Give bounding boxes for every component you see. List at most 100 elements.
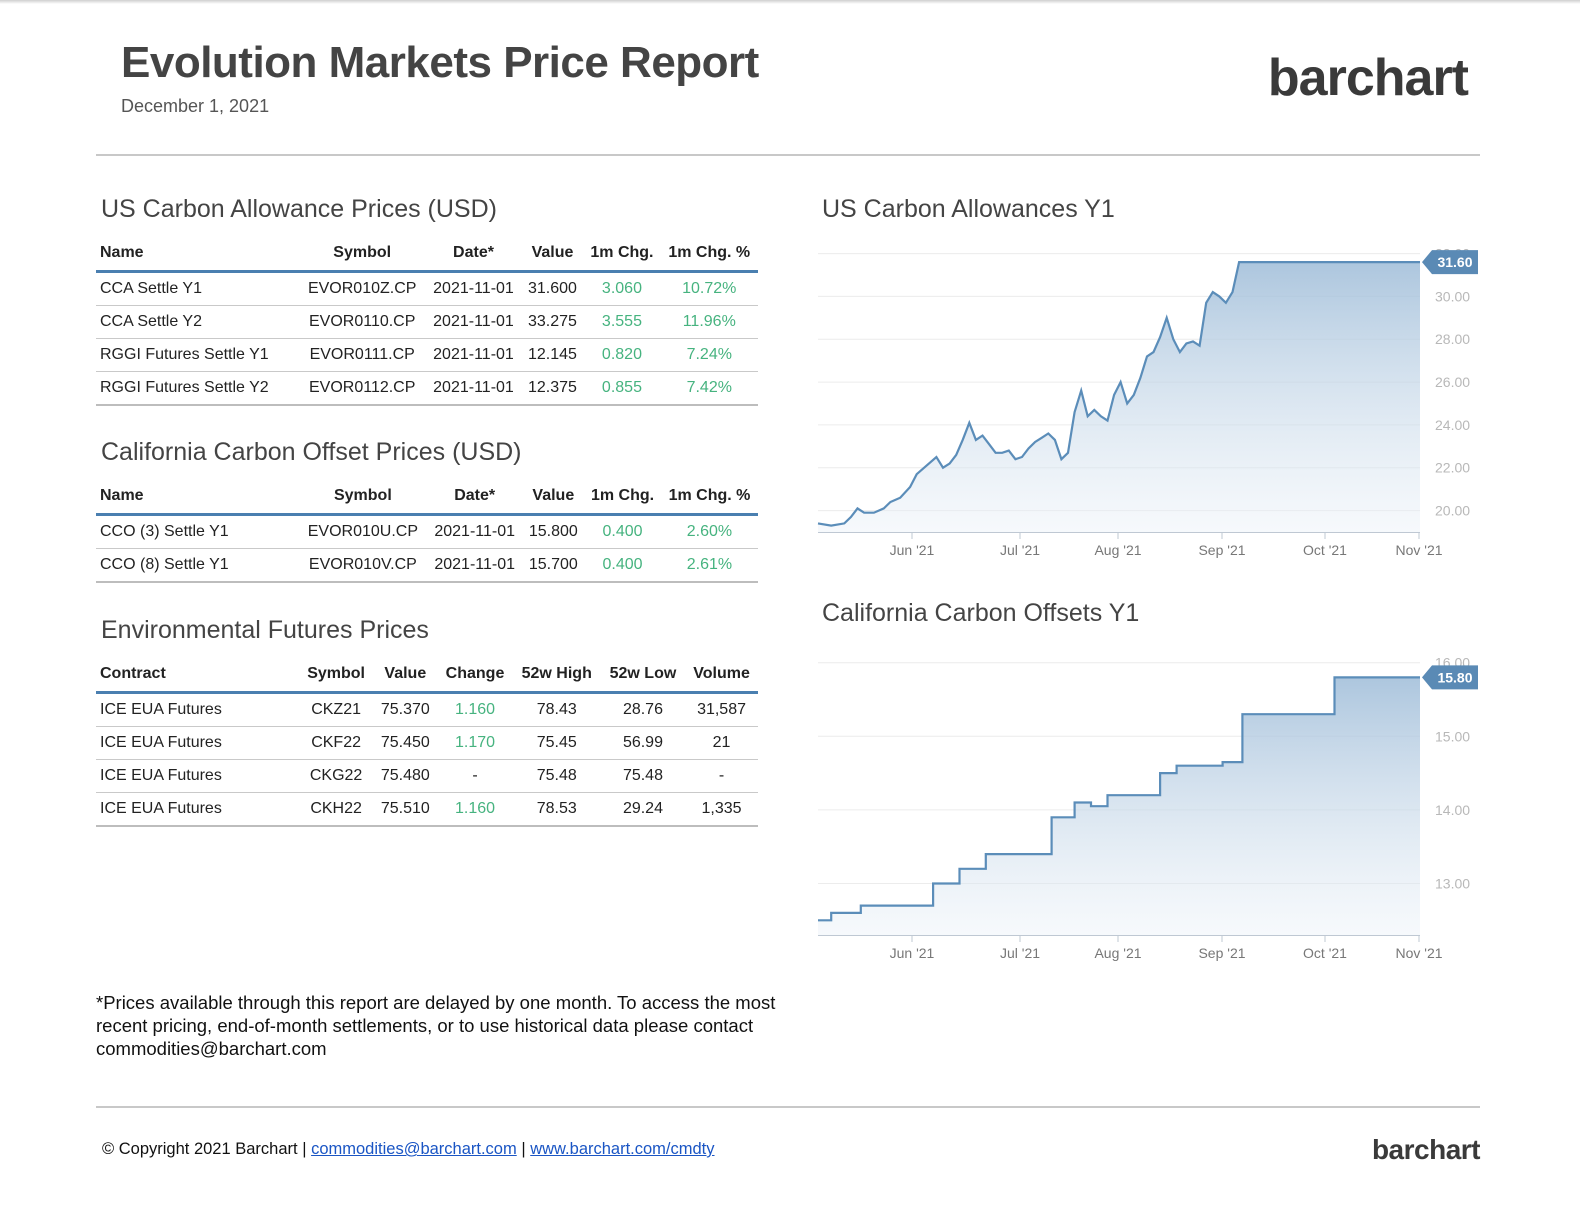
col-value: Value	[521, 236, 584, 273]
cell-52w-high: 75.48	[512, 759, 601, 793]
cell-symbol: EVOR0112.CP	[299, 371, 426, 406]
cell-date: 2021-11-01	[425, 338, 522, 372]
cell-52w-high: 75.45	[512, 726, 601, 760]
series-line	[818, 676, 1420, 922]
cell-symbol: CKF22	[299, 726, 374, 760]
table-row: ICE EUA Futures CKH22 75.510 1.160 78.53…	[96, 792, 758, 827]
cell-name: CCO (3) Settle Y1	[96, 514, 299, 549]
cell-change: 0.400	[584, 548, 661, 583]
cell-contract: ICE EUA Futures	[96, 759, 299, 793]
cell-date: 2021-11-01	[426, 548, 523, 583]
y-tick-label: 14.00	[1435, 802, 1470, 818]
table-row: ICE EUA Futures CKG22 75.480 - 75.48 75.…	[96, 759, 758, 793]
cell-symbol: EVOR0110.CP	[299, 305, 426, 339]
col-symbol: Symbol	[299, 236, 426, 273]
cell-symbol: EVOR010V.CP	[299, 548, 427, 583]
table-row: ICE EUA Futures CKZ21 75.370 1.160 78.43…	[96, 692, 758, 727]
y-tick-label: 13.00	[1435, 875, 1470, 891]
footer-separator: |	[521, 1140, 526, 1158]
table-row: ICE EUA Futures CKF22 75.450 1.170 75.45…	[96, 726, 758, 760]
x-tick-label: Jul '21	[1000, 945, 1040, 961]
cell-symbol: CKG22	[299, 759, 374, 793]
x-tick-label: Aug '21	[1094, 542, 1141, 558]
cell-name: CCO (8) Settle Y1	[96, 548, 299, 583]
email-link[interactable]: commodities@barchart.com	[311, 1140, 517, 1158]
report-title: Evolution Markets Price Report	[121, 38, 759, 87]
cell-change-pct: 7.42%	[660, 371, 758, 406]
table-row: CCA Settle Y2 EVOR0110.CP 2021-11-01 33.…	[96, 305, 758, 339]
cell-change-pct: 11.96%	[660, 305, 758, 339]
cell-change: 1.160	[437, 692, 513, 727]
area-fill	[818, 262, 1420, 532]
chart1-title: US Carbon Allowances Y1	[822, 195, 1115, 223]
y-tick-label: 28.00	[1435, 331, 1470, 347]
website-link[interactable]: www.barchart.com/cmdty	[530, 1140, 715, 1158]
y-tick-label: 26.00	[1435, 374, 1470, 390]
cell-volume: 31,587	[685, 692, 758, 727]
x-tick-label: Nov '21	[1395, 945, 1442, 961]
top-shadow	[0, 0, 1580, 4]
col-symbol: Symbol	[299, 657, 374, 694]
cell-change: -	[437, 759, 513, 793]
col-name: Name	[96, 236, 299, 273]
cell-change: 1.170	[437, 726, 513, 760]
cell-contract: ICE EUA Futures	[96, 726, 299, 760]
last-value-label: 31.60	[1437, 254, 1472, 270]
cell-change: 0.400	[584, 514, 661, 549]
x-tick-label: Sep '21	[1198, 542, 1245, 558]
cell-value: 75.450	[373, 726, 438, 760]
x-tick-label: Nov '21	[1395, 542, 1442, 558]
cell-symbol: CKH22	[299, 792, 374, 827]
cell-52w-low: 75.48	[600, 759, 686, 793]
cell-value: 15.800	[522, 514, 585, 549]
cell-52w-high: 78.53	[512, 792, 601, 827]
us-allowance-table: Name Symbol Date* Value 1m Chg. 1m Chg. …	[96, 236, 758, 406]
footer: © Copyright 2021 Barchart | commodities@…	[102, 1140, 715, 1159]
col-1m-chg-pct: 1m Chg. %	[660, 236, 758, 273]
cell-volume: 21	[685, 726, 758, 760]
series-line	[817, 261, 1420, 527]
col-name: Name	[96, 479, 299, 516]
cell-value: 15.700	[522, 548, 585, 583]
cell-value: 12.375	[521, 371, 584, 406]
table-row: CCO (8) Settle Y1 EVOR010V.CP 2021-11-01…	[96, 548, 758, 583]
cell-name: CCA Settle Y1	[96, 271, 299, 306]
copyright: © Copyright 2021 Barchart	[102, 1140, 298, 1158]
report-date: December 1, 2021	[121, 96, 270, 116]
y-tick-label: 30.00	[1435, 288, 1470, 304]
ca-offset-title: California Carbon Offset Prices (USD)	[101, 438, 522, 466]
x-tick-label: Oct '21	[1303, 945, 1347, 961]
x-tick-label: Jun '21	[890, 542, 935, 558]
header-divider	[96, 154, 1480, 156]
last-value-label: 15.80	[1437, 669, 1472, 685]
col-value: Value	[522, 479, 585, 516]
cell-value: 33.275	[521, 305, 584, 339]
x-tick-label: Oct '21	[1303, 542, 1347, 558]
x-tick-label: Sep '21	[1198, 945, 1245, 961]
barchart-footer-logo: barchart	[1371, 1134, 1481, 1165]
col-1m-chg-pct: 1m Chg. %	[660, 479, 758, 516]
col-1m-chg: 1m Chg.	[583, 236, 661, 273]
barchart-logo: barchart	[1267, 49, 1469, 107]
cell-name: RGGI Futures Settle Y1	[96, 338, 299, 372]
footer-divider	[96, 1106, 1480, 1108]
chart2-title: California Carbon Offsets Y1	[822, 599, 1140, 627]
env-futures-title: Environmental Futures Prices	[101, 616, 429, 644]
cell-symbol: EVOR010Z.CP	[299, 271, 426, 306]
cell-symbol: EVOR010U.CP	[299, 514, 427, 549]
cell-change: 0.855	[583, 371, 661, 406]
cell-value: 12.145	[521, 338, 584, 372]
col-value: Value	[373, 657, 438, 694]
col-volume: Volume	[685, 657, 758, 694]
cell-value: 75.510	[373, 792, 438, 827]
cell-contract: ICE EUA Futures	[96, 792, 299, 827]
cell-volume: -	[685, 759, 758, 793]
cell-volume: 1,335	[685, 792, 758, 827]
cell-52w-low: 28.76	[600, 692, 686, 727]
y-tick-label: 24.00	[1435, 417, 1470, 433]
col-change: Change	[437, 657, 513, 694]
cell-value: 75.370	[373, 692, 438, 727]
table-row: RGGI Futures Settle Y2 EVOR0112.CP 2021-…	[96, 371, 758, 406]
